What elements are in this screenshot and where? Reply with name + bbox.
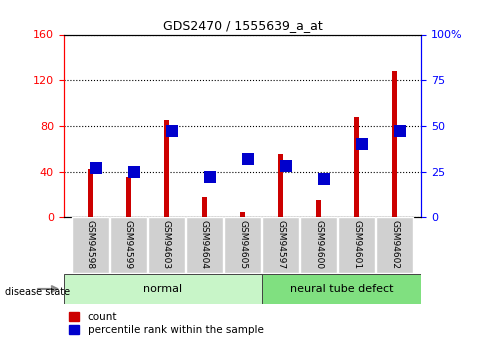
Bar — [392, 71, 397, 217]
Text: disease state: disease state — [5, 287, 70, 296]
FancyBboxPatch shape — [262, 217, 299, 273]
Text: normal: normal — [144, 284, 183, 294]
Bar — [278, 155, 283, 217]
Text: GSM94599: GSM94599 — [124, 220, 133, 269]
Title: GDS2470 / 1555639_a_at: GDS2470 / 1555639_a_at — [163, 19, 322, 32]
Bar — [88, 169, 93, 217]
Bar — [202, 197, 207, 217]
Text: GSM94597: GSM94597 — [276, 220, 285, 269]
FancyBboxPatch shape — [64, 274, 263, 304]
Bar — [126, 177, 131, 217]
Bar — [354, 117, 359, 217]
Text: GSM94598: GSM94598 — [86, 220, 95, 269]
Text: GSM94605: GSM94605 — [238, 220, 247, 269]
FancyBboxPatch shape — [72, 217, 109, 273]
FancyBboxPatch shape — [148, 217, 185, 273]
FancyBboxPatch shape — [186, 217, 223, 273]
FancyBboxPatch shape — [263, 274, 421, 304]
FancyBboxPatch shape — [300, 217, 337, 273]
Legend: count, percentile rank within the sample: count, percentile rank within the sample — [69, 312, 264, 335]
Text: GSM94602: GSM94602 — [390, 220, 399, 269]
Text: GSM94603: GSM94603 — [162, 220, 171, 269]
Text: GSM94604: GSM94604 — [200, 220, 209, 269]
FancyBboxPatch shape — [224, 217, 261, 273]
Bar — [240, 211, 245, 217]
Bar — [164, 120, 169, 217]
FancyBboxPatch shape — [339, 217, 375, 273]
FancyBboxPatch shape — [110, 217, 147, 273]
Text: GSM94601: GSM94601 — [352, 220, 361, 269]
Text: GSM94600: GSM94600 — [314, 220, 323, 269]
Text: neural tube defect: neural tube defect — [290, 284, 393, 294]
FancyBboxPatch shape — [376, 217, 413, 273]
Bar — [317, 200, 321, 217]
